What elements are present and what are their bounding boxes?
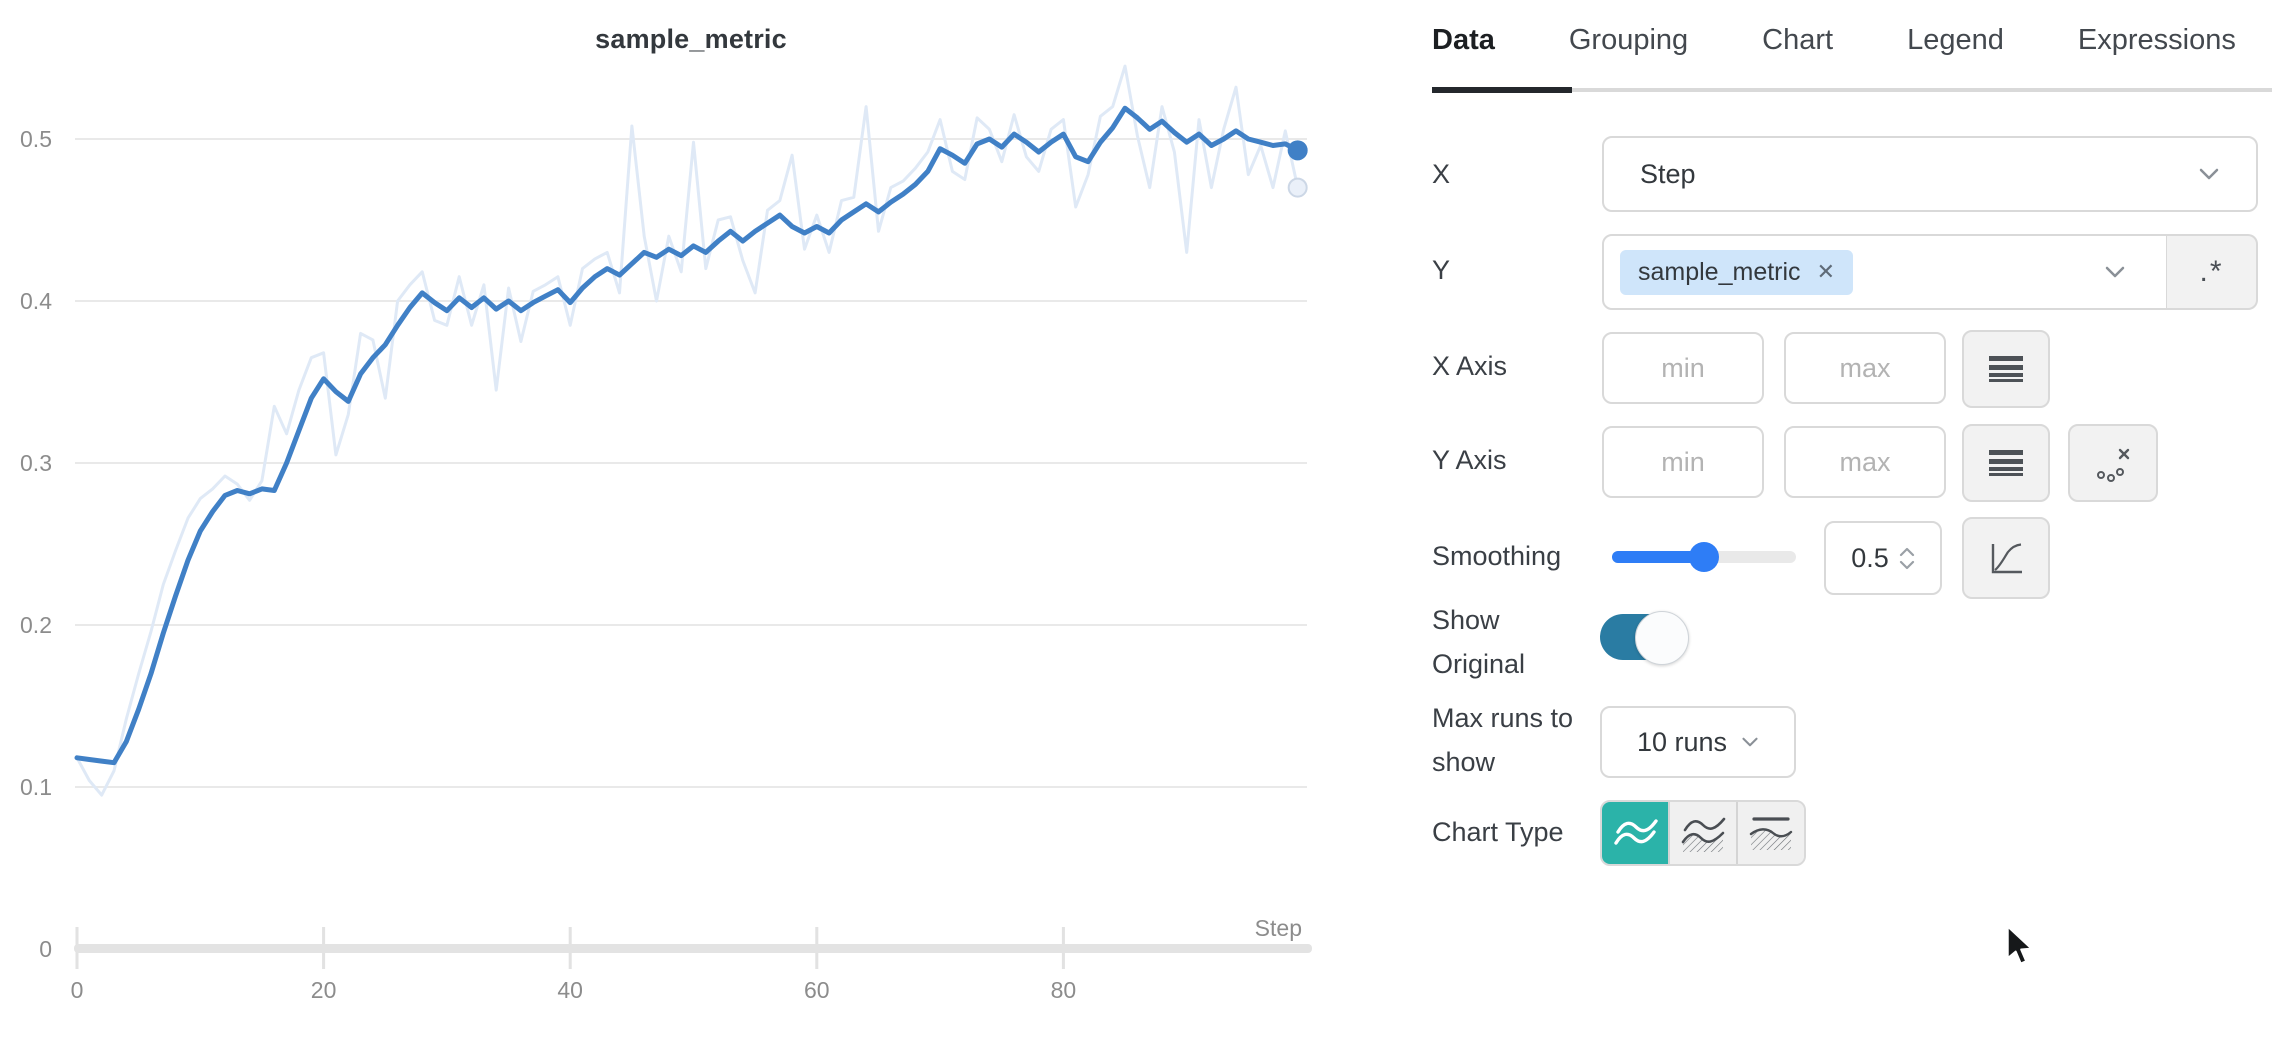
max-runs-value: 10 runs xyxy=(1636,726,1728,757)
tab-underline xyxy=(1432,88,2272,92)
chart-type-segmented-control xyxy=(1600,800,1806,866)
svg-text:0.3: 0.3 xyxy=(20,450,52,476)
ignore-outliers-button[interactable] xyxy=(2068,424,2158,502)
stepper-arrows[interactable] xyxy=(1899,547,1915,570)
min-max-plot-icon xyxy=(1749,817,1793,850)
x-axis-select[interactable]: Step xyxy=(1602,136,2258,212)
line-chart[interactable]: 0 0.1 0.2 0.3 0.4 0.5 0 20 40 60 80 Step xyxy=(0,0,1340,1040)
y-axis-min-input[interactable] xyxy=(1602,426,1764,498)
chevron-down-icon xyxy=(2105,266,2125,278)
smoothing-slider[interactable] xyxy=(1612,542,1796,572)
smoothing-value-stepper[interactable]: 0.5 xyxy=(1824,521,1942,595)
smoothing-label: Smoothing xyxy=(1432,541,1562,571)
metric-chip-label: sample_metric xyxy=(1638,257,1801,286)
tab-chart[interactable]: Chart xyxy=(1762,24,1834,56)
svg-text:60: 60 xyxy=(804,977,830,1003)
x-axis-log-scale-button[interactable] xyxy=(1962,330,2050,408)
area-plot-icon xyxy=(1681,817,1726,852)
log-scale-icon xyxy=(1989,356,2023,382)
chart-type-minmax-button[interactable] xyxy=(1736,802,1804,864)
svg-text:20: 20 xyxy=(311,977,337,1003)
svg-text:0.4: 0.4 xyxy=(20,288,52,314)
metric-chip[interactable]: sample_metric ✕ xyxy=(1620,249,1853,295)
ignore-outliers-icon xyxy=(2097,448,2130,482)
svg-text:0: 0 xyxy=(71,977,84,1003)
show-original-label: Show Original xyxy=(1432,605,1526,679)
x-field-label: X xyxy=(1432,159,1451,189)
tab-legend[interactable]: Legend xyxy=(1907,24,2004,56)
smoothing-type-button[interactable] xyxy=(1962,517,2050,599)
chart-type-label: Chart Type xyxy=(1432,817,1564,847)
tab-expressions[interactable]: Expressions xyxy=(2077,24,2236,56)
mouse-cursor-icon xyxy=(2006,925,2033,965)
x-axis-selected-value: Step xyxy=(1640,158,1696,189)
chevron-down-icon xyxy=(1742,737,1758,747)
svg-text:0: 0 xyxy=(39,936,52,962)
max-runs-label: Max runs to show xyxy=(1432,703,1574,777)
y-axis-log-scale-button[interactable] xyxy=(1962,424,2050,502)
svg-text:40: 40 xyxy=(557,977,583,1003)
y-field-label: Y xyxy=(1432,255,1451,285)
svg-text:Step: Step xyxy=(1255,915,1302,941)
active-tab-indicator xyxy=(1432,87,1572,93)
step-up-icon[interactable] xyxy=(1899,547,1915,557)
svg-text:0.1: 0.1 xyxy=(20,774,52,800)
chart-title: sample_metric xyxy=(595,24,787,54)
toggle-knob xyxy=(1635,611,1689,665)
remove-metric-icon[interactable]: ✕ xyxy=(1816,259,1835,284)
svg-text:0.2: 0.2 xyxy=(20,612,52,638)
x-axis-min-input[interactable] xyxy=(1602,332,1764,404)
y-metric-select[interactable]: sample_metric ✕ xyxy=(1602,234,2168,310)
max-runs-select[interactable]: 10 runs xyxy=(1600,706,1796,778)
svg-text:0.5: 0.5 xyxy=(20,126,52,152)
smoothing-value: 0.5 xyxy=(1851,542,1889,573)
log-scale-icon xyxy=(1989,450,2023,476)
smoothing-curve-icon xyxy=(1991,543,2022,574)
step-down-icon[interactable] xyxy=(1899,560,1915,570)
smoothing-slider-fill xyxy=(1612,551,1704,563)
x-axis-max-input[interactable] xyxy=(1784,332,1946,404)
tab-grouping[interactable]: Grouping xyxy=(1568,24,1689,56)
svg-text:80: 80 xyxy=(1051,977,1077,1003)
regex-filter-button[interactable]: .* xyxy=(2166,234,2258,310)
x-axis-range-label: X Axis xyxy=(1432,351,1508,381)
chart-type-area-button[interactable] xyxy=(1668,802,1736,864)
smoothing-slider-thumb[interactable] xyxy=(1689,542,1719,572)
y-axis-range-label: Y Axis xyxy=(1432,445,1507,475)
show-original-toggle[interactable] xyxy=(1600,611,1689,665)
panel-tabs: Data Grouping Chart Legend Expressions xyxy=(1432,24,2272,70)
chevron-down-icon xyxy=(2199,168,2219,180)
line-plot-icon xyxy=(1614,819,1658,845)
chart-type-line-button[interactable] xyxy=(1602,802,1668,864)
tab-data[interactable]: Data xyxy=(1432,24,1495,56)
y-axis-max-input[interactable] xyxy=(1784,426,1946,498)
